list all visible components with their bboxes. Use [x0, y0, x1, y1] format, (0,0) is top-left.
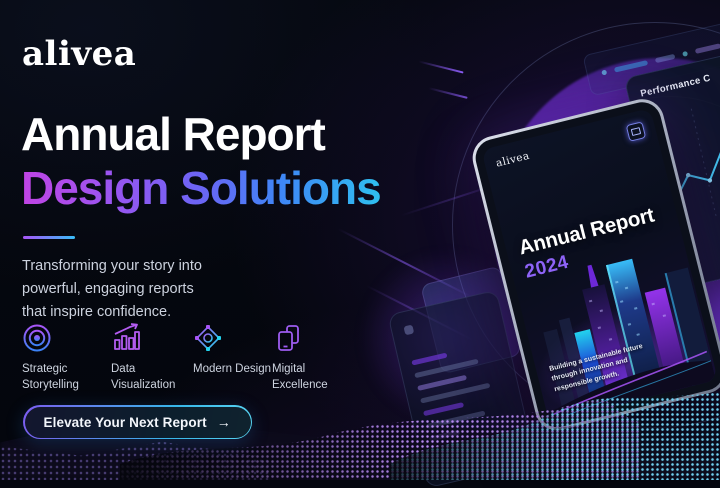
feature-modern-design: Modern Design — [193, 323, 272, 393]
devices-icon — [278, 325, 299, 351]
feature-strategic-storytelling: Strategic Storytelling — [22, 323, 111, 393]
menu-badge-icon — [625, 121, 647, 142]
feature-label: Migital Excellence — [272, 363, 328, 392]
chip-decoration — [613, 59, 649, 73]
feature-label: Strategic Storytelling — [22, 363, 79, 392]
dot-decoration — [601, 69, 608, 76]
cta-label: Elevate Your Next Report — [43, 414, 207, 430]
page-title: Annual Report Design Solutions — [21, 107, 382, 215]
doc-avatar-decoration — [403, 324, 415, 336]
tablet-logo: alivea — [494, 149, 531, 170]
chip-decoration — [694, 42, 720, 54]
title-line-1: Annual Report — [21, 108, 326, 160]
doc-line-decoration — [423, 402, 465, 417]
dot-decoration — [682, 50, 688, 57]
feature-list: Strategic Storytelling Data Visualizatio… — [22, 323, 364, 393]
hero-description: Transforming your story into powerful, e… — [22, 258, 202, 321]
network-icon — [195, 325, 221, 351]
feature-label: Data Visualization — [111, 363, 176, 392]
target-icon — [23, 324, 51, 352]
doc-line-decoration — [428, 429, 461, 442]
bar-chart-icon — [114, 323, 140, 350]
feature-data-visualization: Data Visualization — [111, 323, 193, 393]
brand-logo: alivea — [22, 34, 137, 74]
doc-line-decoration — [411, 352, 448, 366]
feature-migital-excellence: Migital Excellence — [272, 323, 364, 393]
elevate-report-button[interactable]: Elevate Your Next Report → — [23, 405, 253, 439]
title-line-2: Design Solutions — [21, 162, 382, 214]
gradient-divider — [23, 236, 75, 239]
arrow-right-icon: → — [216, 414, 231, 430]
chip-decoration — [654, 53, 676, 63]
feature-label: Modern Design — [193, 363, 271, 375]
